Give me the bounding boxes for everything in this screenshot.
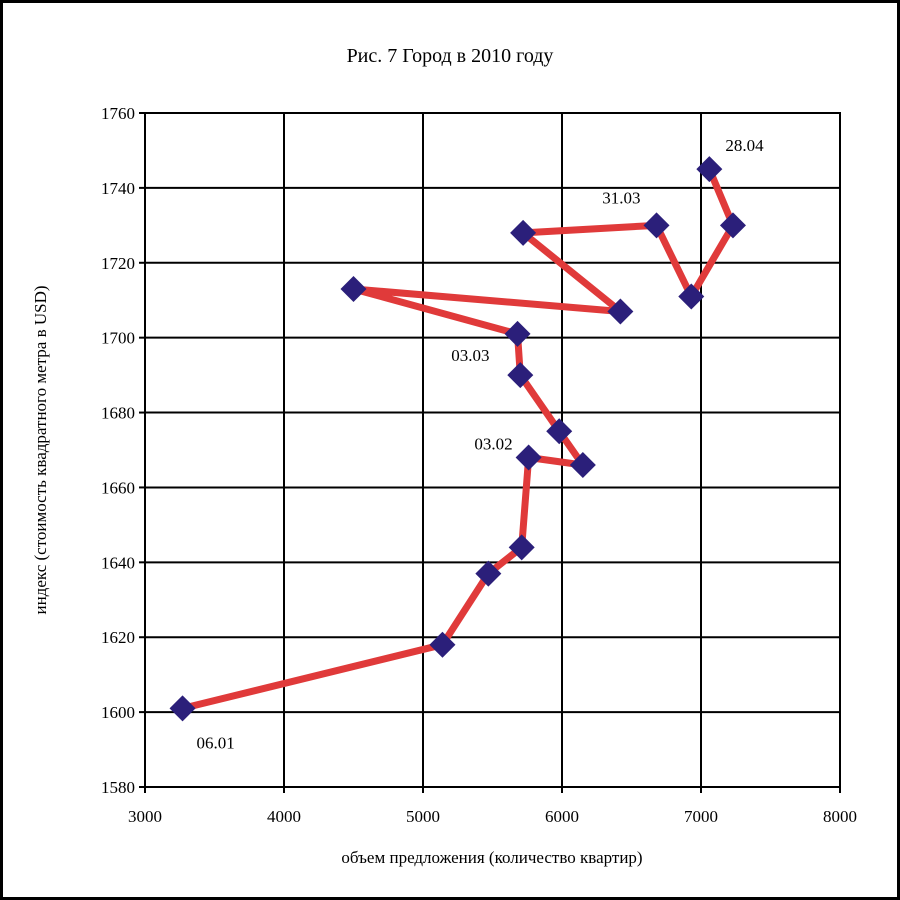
y-tick-label: 1740 <box>101 179 135 198</box>
point-label: 06.01 <box>197 733 235 752</box>
chart-title: Рис. 7 Город в 2010 году <box>347 45 554 67</box>
data-point <box>569 451 596 478</box>
data-point <box>508 534 535 561</box>
data-point <box>510 219 537 246</box>
point-label: 03.03 <box>451 346 489 365</box>
data-point <box>546 418 573 445</box>
point-label: 31.03 <box>602 188 640 207</box>
data-point <box>429 631 456 658</box>
x-axis-label: объем предложения (количество квартир) <box>341 848 642 867</box>
data-point <box>340 275 367 302</box>
y-axis-label: индекс (стоимость квадратного метра в US… <box>31 285 50 614</box>
data-point <box>643 212 670 239</box>
y-tick-label: 1660 <box>101 478 135 497</box>
plot-area <box>144 112 841 788</box>
series-markers <box>169 156 746 722</box>
point-label: 28.04 <box>725 136 764 155</box>
data-point <box>719 212 746 239</box>
data-point <box>507 362 534 389</box>
y-axis-ticks: 1580 1600 1620 1640 1660 1680 1700 1720 1740 1760 <box>101 104 145 797</box>
x-tick-label: 6000 <box>545 807 579 826</box>
x-tick-label: 5000 <box>406 807 440 826</box>
x-tick-label: 8000 <box>823 807 857 826</box>
x-tick-label: 3000 <box>128 807 162 826</box>
data-point <box>515 444 542 471</box>
data-point <box>696 156 723 183</box>
y-tick-label: 1700 <box>101 329 135 348</box>
x-axis-ticks: 3000 4000 5000 6000 7000 8000 <box>128 787 857 826</box>
data-point <box>607 298 634 325</box>
point-label: 03.02 <box>474 434 512 453</box>
y-tick-label: 1640 <box>101 553 135 572</box>
y-tick-label: 1720 <box>101 254 135 273</box>
data-point <box>475 560 502 587</box>
y-tick-label: 1760 <box>101 104 135 123</box>
data-point <box>678 283 705 310</box>
y-tick-label: 1680 <box>101 404 135 423</box>
data-point <box>504 320 531 347</box>
data-point <box>169 695 196 722</box>
x-tick-label: 7000 <box>684 807 718 826</box>
y-tick-label: 1600 <box>101 703 135 722</box>
point-labels: 06.01 03.02 03.03 31.03 28.04 <box>197 136 765 752</box>
y-tick-label: 1620 <box>101 628 135 647</box>
y-tick-label: 1580 <box>101 778 135 797</box>
series-line <box>179 165 737 712</box>
x-tick-label: 4000 <box>267 807 301 826</box>
